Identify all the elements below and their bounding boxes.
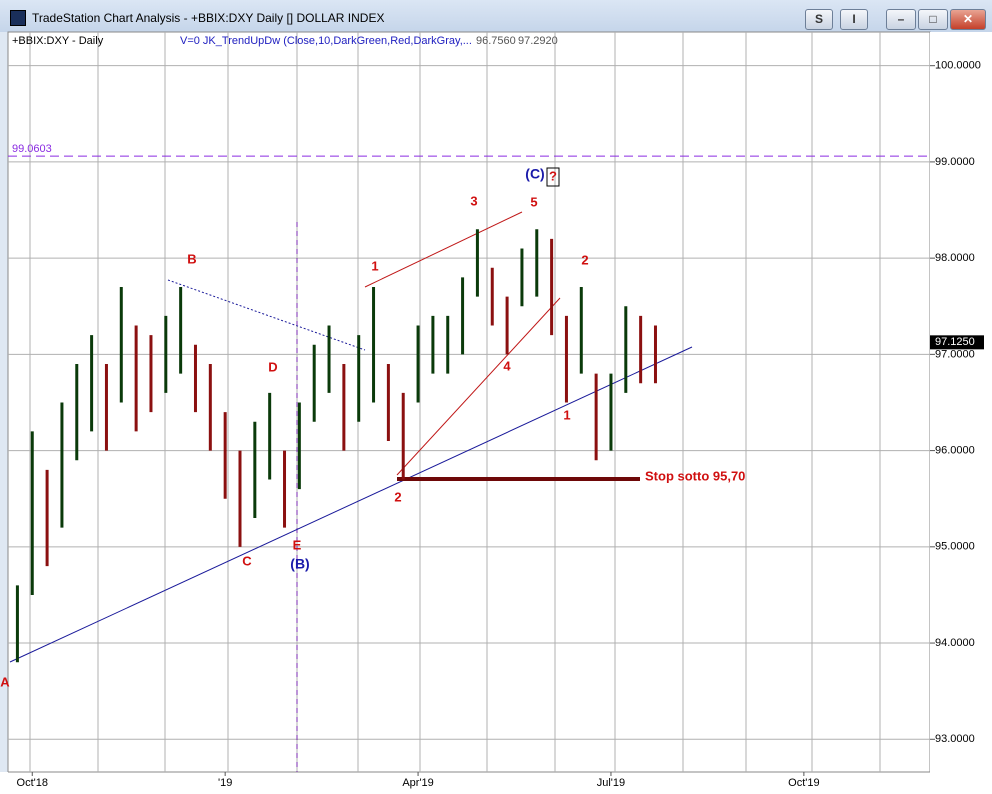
- trendline: [167, 279, 366, 351]
- time-axis: [0, 772, 992, 794]
- indicator-value: 96.7560: [476, 35, 516, 47]
- last-price-label: 97.1250: [935, 336, 975, 348]
- wave-label: ?: [549, 168, 557, 183]
- last-price-box: [930, 335, 984, 350]
- wave-label: 2: [581, 252, 588, 267]
- wave-label: 2: [394, 489, 401, 504]
- x-tick-label: Jul'19: [597, 777, 625, 789]
- close-button[interactable]: ✕: [950, 9, 986, 30]
- wave-label: 1: [563, 407, 570, 422]
- y-tick-label: 96.0000: [935, 445, 975, 457]
- s-button[interactable]: S: [805, 9, 833, 30]
- x-tick-label: Oct'19: [788, 777, 819, 789]
- app-icon: [10, 10, 26, 26]
- trendline: [396, 297, 561, 476]
- wave-label: Stop sotto 95,70: [645, 468, 745, 483]
- y-tick-label: 100.0000: [935, 60, 981, 72]
- trendline: [364, 211, 523, 288]
- y-tick-label: 94.0000: [935, 637, 975, 649]
- wave-label: C: [242, 553, 252, 568]
- window-title: TradeStation Chart Analysis - +BBIX:DXY …: [32, 11, 385, 25]
- wave-label: 4: [503, 358, 511, 373]
- wave-label: 5: [530, 194, 537, 209]
- wave-label: E: [293, 537, 302, 552]
- wave-label: D: [268, 359, 277, 374]
- wave-label: B: [187, 251, 196, 266]
- wave-label: (C): [525, 166, 544, 182]
- y-tick-label: 95.0000: [935, 541, 975, 553]
- x-tick-label: Oct'18: [17, 777, 48, 789]
- reference-label: 99.0603: [12, 143, 52, 155]
- wave-label: 3: [470, 193, 477, 208]
- y-tick-label: 97.0000: [935, 348, 975, 360]
- minimize-button[interactable]: –: [886, 9, 916, 30]
- indicator-label: V=0 JK_TrendUpDw (Close,10,DarkGreen,Red…: [180, 35, 472, 47]
- trendline: [9, 346, 693, 663]
- y-tick-label: 98.0000: [935, 252, 975, 264]
- title-bar: TradeStation Chart Analysis - +BBIX:DXY …: [0, 0, 992, 32]
- i-button[interactable]: I: [840, 9, 868, 30]
- maximize-button[interactable]: □: [918, 9, 948, 30]
- wave-label: 1: [371, 258, 378, 273]
- wave-label: (B): [290, 556, 309, 572]
- y-tick-label: 99.0000: [935, 156, 975, 168]
- wave-label: A: [0, 674, 10, 689]
- symbol-label: +BBIX:DXY - Daily: [12, 35, 104, 47]
- x-tick-label: Apr'19: [402, 777, 433, 789]
- question-box: [546, 167, 560, 187]
- x-tick-label: '19: [218, 777, 232, 789]
- plot-area: [7, 31, 931, 773]
- price-axis: [930, 32, 992, 772]
- y-tick-label: 93.0000: [935, 733, 975, 745]
- indicator-value: 97.2920: [518, 35, 558, 47]
